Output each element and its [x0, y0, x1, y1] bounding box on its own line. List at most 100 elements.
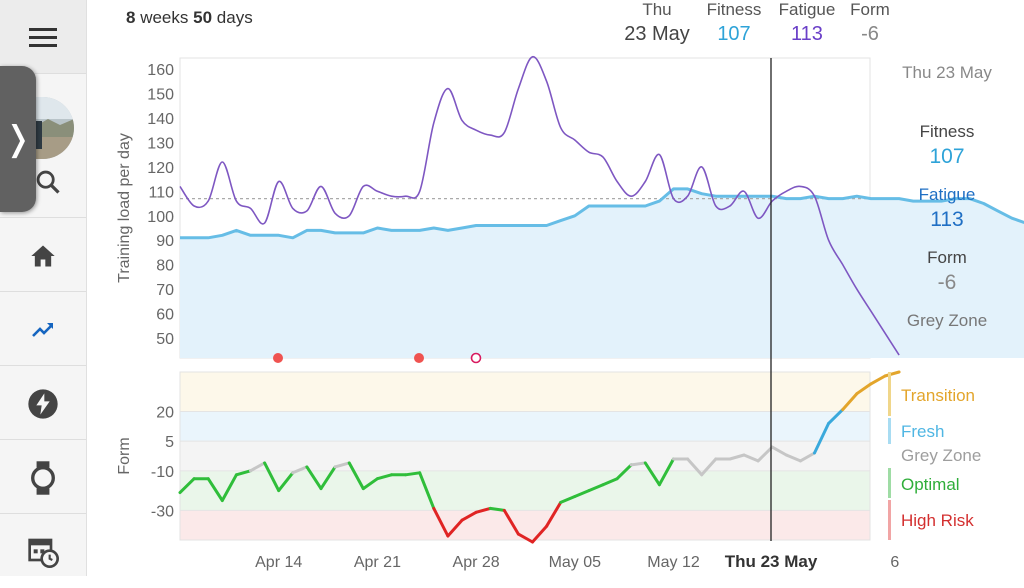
- form-segment-25: [531, 524, 549, 544]
- top-y-axis-label: Training load per day: [116, 133, 133, 283]
- form-segment-47: [841, 392, 859, 412]
- form-segment-33: [643, 461, 661, 487]
- x-tick-0: Apr 14: [255, 554, 302, 571]
- trending-up-icon: [32, 322, 53, 337]
- fitness-trend-button[interactable]: [0, 294, 86, 366]
- header-fatigue-label: Fatigue: [778, 0, 836, 19]
- sidebar: [0, 0, 87, 576]
- form-segment-48: [855, 382, 873, 396]
- header-fatigue-value: 113: [791, 23, 823, 45]
- top-y-tick-130: 130: [147, 135, 174, 152]
- form-segment-31: [615, 463, 633, 481]
- form-band-0: [180, 372, 870, 412]
- form-segment-27: [559, 495, 577, 504]
- top-y-tick-140: 140: [147, 111, 174, 128]
- form-segment-2: [206, 477, 224, 502]
- panel-form-value: -6: [937, 271, 957, 294]
- form-segment-18: [432, 506, 450, 538]
- form-segment-17: [418, 471, 436, 510]
- header-form-value: -6: [861, 23, 879, 45]
- panel-date: Thu 23 May: [902, 63, 992, 82]
- panel-zone: Grey Zone: [906, 311, 988, 330]
- zone-bar-optimal: [888, 468, 891, 498]
- form-segment-12: [347, 461, 365, 491]
- form-segment-44: [798, 451, 816, 463]
- form-segment-49: [869, 374, 887, 386]
- x-tick-4: May 12: [647, 554, 700, 571]
- form-segment-36: [686, 457, 704, 477]
- form-y-tick-5: 5: [165, 434, 174, 451]
- x-tick-1: Apr 21: [354, 554, 401, 571]
- search-icon: [36, 170, 60, 194]
- event-marker-1: [273, 353, 283, 363]
- form-segment-43: [784, 453, 802, 463]
- device-button[interactable]: [0, 442, 86, 514]
- form-y-tick--10: -10: [151, 464, 174, 481]
- x-tick-2: Apr 28: [453, 554, 500, 571]
- zone-label-transition: Transition: [901, 386, 976, 405]
- form-segment-20: [460, 510, 478, 522]
- form-segment-14: [375, 473, 393, 481]
- form-segment-9: [305, 465, 323, 491]
- top-y-tick-50: 50: [156, 331, 174, 348]
- menu-button[interactable]: [0, 0, 86, 74]
- form-band-4: [180, 510, 870, 540]
- form-segment-10: [319, 465, 337, 491]
- top-y-tick-70: 70: [156, 282, 174, 299]
- form-segment-11: [333, 461, 351, 469]
- home-button[interactable]: [0, 220, 86, 292]
- form-segment-22: [488, 506, 506, 512]
- range-summary[interactable]: 8 weeks 50 days: [126, 8, 253, 28]
- top-y-tick-60: 60: [156, 307, 174, 324]
- top-y-tick-100: 100: [147, 209, 174, 226]
- form-segment-40: [742, 453, 760, 463]
- form-segment-50: [883, 370, 901, 378]
- top-y-tick-160: 160: [147, 62, 174, 79]
- zone-bar-fresh: [888, 418, 891, 444]
- form-segment-39: [728, 453, 746, 461]
- watch-icon: [31, 460, 55, 495]
- form-segment-46: [827, 408, 845, 425]
- form-y-tick--30: -30: [151, 503, 174, 520]
- activity-button[interactable]: [0, 368, 86, 440]
- zone-label-grey: Grey Zone: [901, 446, 982, 465]
- zone-bar-transition: [888, 372, 891, 416]
- panel-fitness-value: 107: [929, 145, 965, 168]
- zone-label-optimal: Optimal: [901, 475, 960, 494]
- form-segment-21: [474, 506, 492, 514]
- home-icon: [31, 245, 55, 266]
- header-day-name: Thu: [642, 0, 672, 19]
- top-y-tick-150: 150: [147, 87, 174, 104]
- zone-label-high-risk: High Risk: [901, 511, 974, 530]
- weeks-word: weeks: [140, 8, 189, 27]
- form-segment-45: [813, 421, 831, 455]
- form-segment-30: [601, 477, 619, 487]
- form-segment-7: [277, 471, 295, 493]
- search-button[interactable]: [0, 146, 86, 218]
- fatigue-line: [179, 56, 900, 356]
- form-segment-24: [516, 532, 534, 544]
- bolt-icon: [28, 388, 58, 419]
- form-segment-13: [361, 477, 379, 491]
- calendar-button[interactable]: [0, 516, 86, 588]
- panel-fatigue-value: 113: [930, 208, 964, 231]
- menu-icon: [29, 27, 57, 47]
- form-band-1: [180, 411, 870, 442]
- panel-form-label: Form: [927, 248, 967, 267]
- form-segment-5: [249, 461, 267, 473]
- form-segment-26: [545, 500, 563, 528]
- weeks-count: 8: [126, 8, 136, 27]
- form-segment-6: [263, 461, 281, 493]
- drawer-toggle[interactable]: ❭: [0, 66, 36, 212]
- chevron-right-icon: ❭: [3, 120, 33, 158]
- cursor-label-bg: [721, 547, 821, 573]
- form-segment-34: [657, 457, 675, 487]
- form-segment-8: [291, 465, 309, 475]
- form-band-2: [180, 441, 870, 471]
- form-segment-32: [629, 461, 647, 467]
- fitness-line: [180, 187, 1024, 240]
- form-segment-41: [756, 445, 774, 463]
- fitness-charts[interactable]: 50 60 70 80 90 100 110 120 130 140 150 160 Training …: [0, 0, 1024, 576]
- form-segment-0: [178, 477, 196, 495]
- top-y-tick-110: 110: [148, 184, 174, 201]
